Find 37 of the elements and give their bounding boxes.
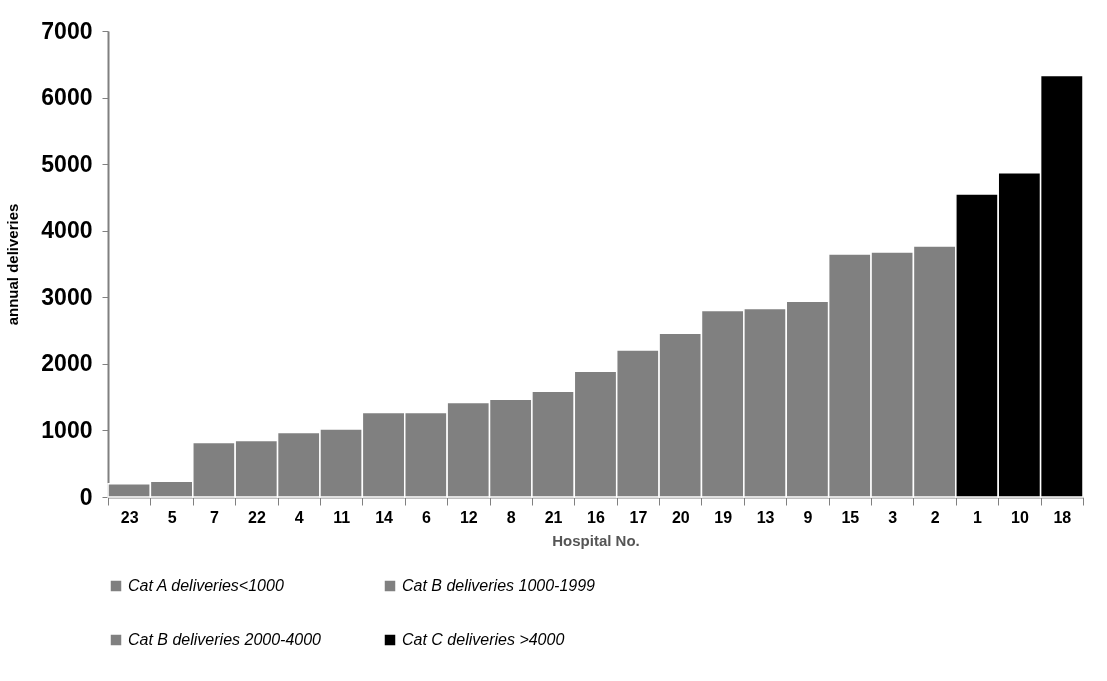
x-tick-label: 14 — [375, 508, 394, 526]
y-tick-label: 3000 — [41, 283, 93, 310]
x-tick-label: 15 — [841, 508, 860, 526]
x-tick-label: 22 — [247, 508, 266, 526]
x-tick-label: 18 — [1053, 508, 1072, 526]
x-tick-label: 4 — [294, 508, 304, 526]
y-tick-label: 6000 — [41, 84, 93, 111]
x-tick-label: 16 — [587, 508, 605, 526]
legend-label: Cat B deliveries 1000-1999 — [402, 577, 596, 594]
x-tick-label: 3 — [888, 508, 898, 526]
y-tick-label: 7000 — [41, 17, 93, 44]
x-tick-label: 7 — [210, 508, 220, 526]
y-tick-label: 4000 — [41, 217, 93, 244]
x-axis-title: Hospital No. — [552, 531, 640, 549]
x-tick-label: 5 — [167, 508, 177, 526]
x-tick-label: 21 — [544, 508, 563, 526]
y-tick-label: 5000 — [41, 150, 93, 177]
legend-label: Cat A deliveries<1000 — [128, 577, 284, 594]
x-tick-label: 11 — [333, 508, 351, 526]
x-tick-label: 9 — [803, 508, 813, 526]
x-tick-label: 17 — [629, 508, 648, 526]
x-tick-label: 12 — [459, 508, 478, 526]
x-tick-label: 6 — [421, 508, 431, 526]
y-tick-label: 0 — [79, 483, 93, 510]
y-tick-label: 1000 — [41, 416, 93, 443]
x-tick-label: 20 — [671, 508, 690, 526]
y-axis-title: annual deliveries — [4, 203, 22, 326]
x-tick-label: 13 — [756, 508, 775, 526]
x-tick-label: 10 — [1011, 508, 1029, 526]
x-tick-label: 23 — [120, 508, 139, 526]
legend-label: Cat B deliveries 2000-4000 — [128, 631, 322, 648]
legend-label: Cat C deliveries >4000 — [402, 631, 565, 648]
y-tick-label: 2000 — [41, 350, 93, 377]
x-tick-label: 2 — [930, 508, 940, 526]
x-tick-label: 19 — [714, 508, 733, 526]
x-tick-label: 1 — [973, 508, 983, 526]
x-tick-label: 8 — [506, 508, 516, 526]
